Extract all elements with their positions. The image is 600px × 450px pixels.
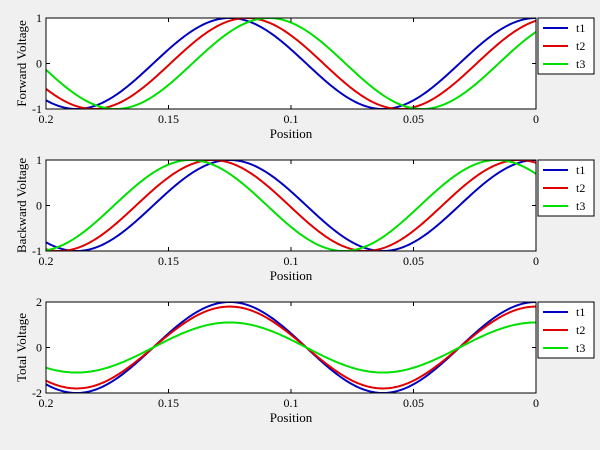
x-tick-label: 0.15 [158, 396, 179, 410]
x-tick-label: 0.1 [284, 396, 299, 410]
legend-label-t2: t2 [576, 181, 585, 195]
series-line-t1 [46, 160, 536, 251]
legend-label-t1: t1 [576, 163, 585, 177]
x-tick-label: 0.1 [284, 254, 299, 268]
series-line-t3 [46, 160, 536, 251]
x-axis-label: Position [270, 410, 313, 425]
y-tick-label: -2 [32, 386, 42, 400]
legend-label-t3: t3 [576, 341, 585, 355]
legend-label-t3: t3 [576, 57, 585, 71]
chart-1: 0.2 0.15 0.1 0.05 0 -1 0 1 Position Forward Volta… [14, 11, 595, 141]
x-tick-label: 0.05 [403, 254, 424, 268]
legend-label-t1: t1 [576, 21, 585, 35]
chart-3: 0.2 0.15 0.1 0.05 0 -2 0 2 Position Total Voltage… [14, 295, 595, 425]
legend-label-t2: t2 [576, 39, 585, 53]
x-tick-label: 0 [533, 396, 539, 410]
x-tick-label: 0.2 [39, 112, 54, 126]
series-line-t2 [46, 18, 536, 109]
legend-label-t3: t3 [576, 199, 585, 213]
x-tick-label: 0.1 [284, 112, 299, 126]
x-tick-label: 0.2 [39, 254, 54, 268]
y-tick-label: -1 [32, 244, 42, 258]
charts-container: 0.2 0.15 0.1 0.05 0 -1 0 1 Position Forward Volta… [14, 11, 595, 425]
legend-label-t1: t1 [576, 305, 585, 319]
series-group [46, 302, 536, 393]
x-tick-label: 0.15 [158, 254, 179, 268]
y-tick-label: 0 [36, 341, 42, 355]
x-axis-label: Position [270, 126, 313, 141]
x-tick-label: 0.05 [403, 112, 424, 126]
y-tick-label: -1 [32, 102, 42, 116]
x-tick-label: 0 [533, 112, 539, 126]
series-group [46, 18, 536, 109]
y-tick-label: 2 [36, 295, 42, 309]
plot-area [46, 160, 536, 251]
x-axis-label: Position [270, 268, 313, 283]
x-tick-label: 0.05 [403, 396, 424, 410]
plot-area [46, 302, 536, 393]
series-group [46, 160, 536, 251]
series-line-t2 [46, 305, 536, 390]
x-tick-label: 0.2 [39, 396, 54, 410]
plot-area [46, 18, 536, 109]
y-axis-label: Backward Voltage [14, 158, 29, 253]
y-axis-label: Forward Voltage [14, 20, 29, 107]
y-tick-label: 1 [36, 153, 42, 167]
series-line-t3 [46, 321, 536, 374]
y-axis-label: Total Voltage [14, 313, 29, 382]
series-line-t2 [46, 160, 536, 251]
x-tick-label: 0 [533, 254, 539, 268]
chart-2: 0.2 0.15 0.1 0.05 0 -1 0 1 Position Backward Volt… [14, 153, 595, 283]
series-line-t3 [46, 18, 536, 109]
series-line-t1 [46, 18, 536, 109]
y-tick-label: 0 [36, 199, 42, 213]
x-tick-label: 0.15 [158, 112, 179, 126]
y-tick-label: 0 [36, 57, 42, 71]
y-tick-label: 1 [36, 11, 42, 25]
legend-label-t2: t2 [576, 323, 585, 337]
